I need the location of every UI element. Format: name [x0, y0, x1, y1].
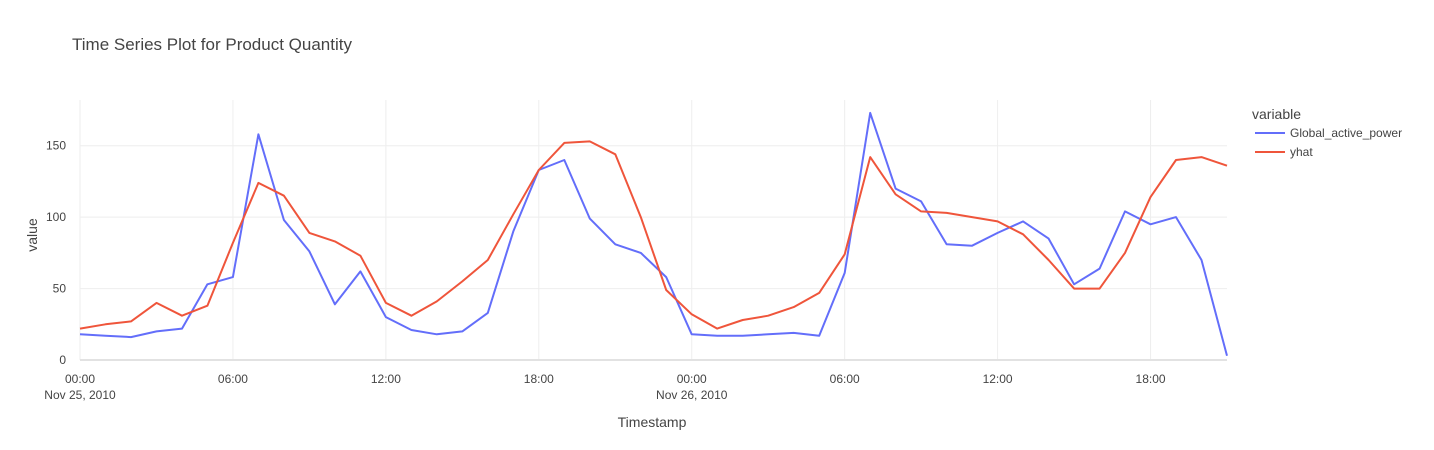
y-axis-title: value [24, 218, 40, 252]
x-tick-label: 00:00 [65, 372, 95, 386]
series-lines [79, 111, 1228, 356]
y-tick-label: 50 [53, 282, 67, 296]
y-tick-label: 150 [46, 139, 66, 153]
grid [79, 100, 1227, 361]
x-tick-label: 12:00 [983, 372, 1013, 386]
y-tick-label: 0 [59, 353, 66, 367]
chart-title: Time Series Plot for Product Quantity [72, 35, 352, 54]
x-tick-date-label: Nov 26, 2010 [656, 388, 728, 402]
x-axis-ticks: 00:00 Nov 25, 2010 06:00 12:00 18:00 00:00 Nov… [44, 372, 1166, 402]
x-tick-label: 06:00 [218, 372, 248, 386]
x-tick-label: 18:00 [1136, 372, 1166, 386]
legend-title: variable [1252, 106, 1301, 122]
x-tick-label: 06:00 [830, 372, 860, 386]
x-axis-title: Timestamp [618, 414, 687, 430]
legend-item-label[interactable]: Global_active_power [1290, 126, 1402, 140]
series-line-yhat [79, 140, 1228, 330]
x-tick-label: 00:00 [677, 372, 707, 386]
series-line-global-active-power [79, 111, 1228, 356]
x-tick-label: 12:00 [371, 372, 401, 386]
legend-item-label[interactable]: yhat [1290, 145, 1313, 159]
x-tick-label: 18:00 [524, 372, 554, 386]
y-axis-ticks: 0 50 100 150 [46, 139, 66, 367]
x-tick-date-label: Nov 25, 2010 [44, 388, 116, 402]
y-tick-label: 100 [46, 210, 66, 224]
